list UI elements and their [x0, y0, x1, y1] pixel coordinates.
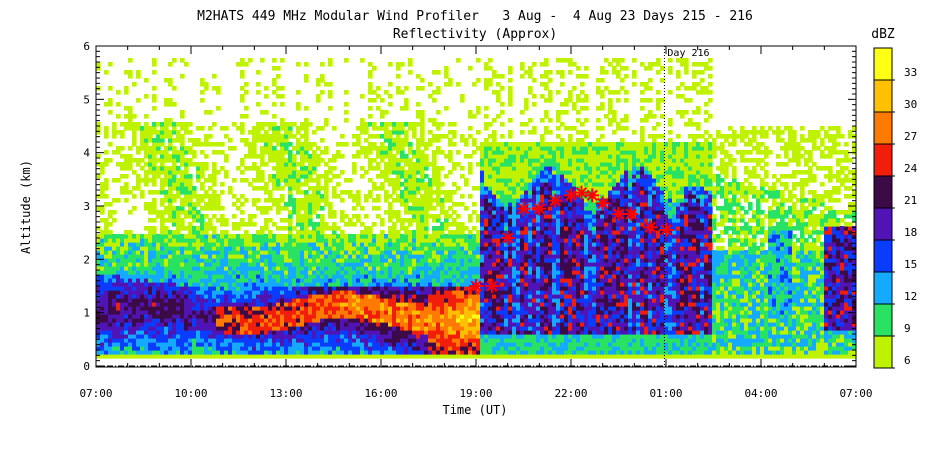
colorbar-label: 21	[904, 194, 917, 207]
cloud-top-marker	[574, 185, 589, 200]
y-tick-label: 1	[83, 307, 90, 320]
x-tick-label: 19:00	[459, 387, 492, 400]
y-tick-label: 5	[83, 93, 90, 106]
y-tick-label: 2	[83, 253, 90, 266]
cloud-top-marker	[469, 279, 483, 293]
colorbar-label: 12	[904, 290, 917, 303]
cloud-top-marker	[643, 220, 658, 235]
colorbar-swatch	[874, 272, 892, 304]
x-tick-label: 22:00	[554, 387, 587, 400]
y-tick-label: 3	[83, 200, 90, 213]
x-tick-label: 07:00	[79, 387, 112, 400]
colorbar-swatch	[874, 144, 892, 176]
cloud-top-marker	[659, 223, 673, 237]
colorbar-label: 30	[904, 98, 917, 111]
colorbar-title: dBZ	[871, 27, 895, 42]
chart-title: M2HATS 449 MHz Modular Wind Profiler 3 A…	[197, 9, 753, 24]
colorbar-swatch	[874, 48, 892, 80]
colorbar-swatch	[874, 176, 892, 208]
x-tick-label: 16:00	[364, 387, 397, 400]
colorbar-swatch	[874, 208, 892, 240]
y-axis: 0 1 2 3 4 5 6	[83, 40, 856, 373]
y-axis-label: Altitude (km)	[19, 160, 33, 254]
cloud-top-marker	[595, 196, 610, 211]
colorbar-swatch	[874, 304, 892, 336]
cloud-top-marker	[624, 207, 639, 221]
colorbar-label: 6	[904, 354, 911, 367]
reflectivity-heatmap	[96, 58, 856, 359]
colorbar-frame	[873, 47, 893, 369]
chart-subtitle: Reflectivity (Approx)	[393, 27, 557, 42]
marker-layer	[469, 185, 673, 293]
cloud-top-marker	[484, 279, 499, 293]
colorbar-swatch	[874, 80, 892, 112]
colorbar-label: 9	[904, 322, 911, 335]
day-marker-label: Day 216	[667, 48, 709, 59]
colorbar-label: 24	[904, 162, 918, 175]
y-tick-label: 4	[83, 147, 90, 160]
colorbar-label: 33	[904, 66, 917, 79]
cloud-top-marker	[585, 188, 600, 203]
x-tick-label: 07:00	[839, 387, 872, 400]
x-tick-label: 10:00	[174, 387, 207, 400]
colorbar-swatch	[874, 336, 892, 368]
colorbar-swatch	[874, 240, 892, 272]
cloud-top-marker	[548, 193, 563, 208]
x-tick-label: 13:00	[269, 387, 302, 400]
colorbar-label: 18	[904, 226, 917, 239]
x-axis: 07:00 10:00 13:00 16:00 19:00 22:00 01:00 04:00…	[79, 46, 873, 400]
cloud-top-marker	[611, 207, 626, 221]
x-tick-label: 01:00	[649, 387, 682, 400]
y-tick-label: 6	[83, 40, 90, 53]
cloud-top-marker	[500, 231, 515, 245]
colorbar-label: 27	[904, 130, 917, 143]
colorbar: 6 9 12 15 18 21 24 27 30 33	[873, 47, 918, 369]
x-axis-label: Time (UT)	[442, 403, 507, 417]
cloud-top-marker	[564, 188, 578, 203]
colorbar-swatch	[874, 112, 892, 144]
cloud-top-marker	[532, 201, 547, 216]
x-tick-label: 04:00	[744, 387, 777, 400]
colorbar-label: 15	[904, 258, 917, 271]
y-tick-label: 0	[83, 360, 90, 373]
cloud-top-marker	[516, 201, 531, 216]
